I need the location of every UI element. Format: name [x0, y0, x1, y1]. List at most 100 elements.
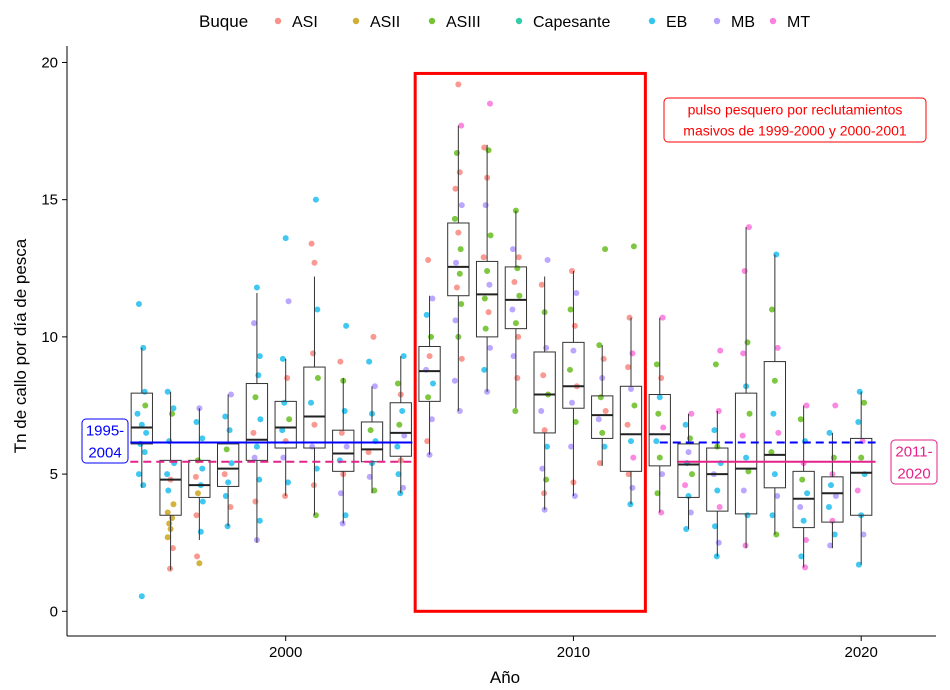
data-point-mb: [451, 377, 458, 384]
box: [159, 459, 182, 516]
data-point-asiii: [456, 270, 463, 277]
data-point-eb: [228, 460, 235, 467]
data-point-eb: [312, 196, 319, 203]
boxplot-1997: [188, 408, 211, 540]
data-point-asi: [515, 254, 522, 261]
data-point-mb: [251, 320, 258, 327]
data-point-asiii: [773, 531, 780, 538]
data-point-asi: [193, 512, 200, 519]
legend-label-eb: EB: [666, 14, 687, 31]
data-point-mt: [739, 432, 746, 439]
data-point-asiii: [631, 402, 638, 409]
boxplot-1998: [216, 394, 240, 527]
data-point-mb: [685, 449, 692, 456]
data-point-eb: [226, 427, 233, 434]
data-point-asiii: [771, 377, 778, 384]
box: [619, 385, 643, 472]
data-point-mt: [630, 454, 637, 461]
data-point-eb: [165, 487, 172, 494]
boxplot-2017: [763, 254, 787, 535]
data-point-asiii: [425, 394, 432, 401]
data-point-asi: [426, 353, 433, 360]
boxplot-2002: [332, 378, 355, 524]
data-point-mb: [543, 344, 550, 351]
data-point-eb: [314, 306, 321, 313]
data-point-asi: [284, 375, 291, 382]
boxplot-2014: [677, 413, 700, 529]
data-point-eb: [800, 517, 807, 524]
data-point-asi: [514, 375, 521, 382]
data-point-asiii: [252, 394, 259, 401]
data-point-eb: [712, 523, 719, 530]
data-point-asiii: [458, 300, 465, 307]
box: [504, 266, 528, 330]
box: [821, 476, 844, 523]
data-point-eb: [224, 523, 231, 530]
data-point-asiii: [142, 402, 149, 409]
data-point-mt: [742, 542, 749, 549]
legend-title: Buque: [199, 12, 248, 31]
data-point-asi: [455, 229, 462, 236]
data-point-mb: [538, 407, 545, 414]
data-point-asi: [252, 498, 259, 505]
boxplot-1995: [130, 347, 153, 488]
data-point-eb: [743, 454, 750, 461]
data-point-mt: [802, 564, 809, 571]
data-point-eb: [134, 410, 141, 417]
data-point-mt: [660, 424, 667, 431]
data-point-asiii: [830, 454, 837, 461]
data-point-eb: [744, 512, 751, 519]
data-point-eb: [423, 311, 430, 318]
boxplot-2008: [504, 210, 528, 409]
legend-swatch-asiii: [428, 17, 436, 25]
annotation-early-line-2: 2004: [88, 444, 121, 461]
data-point-eb: [342, 512, 349, 519]
data-point-asi: [221, 471, 228, 478]
data-point-mb: [452, 317, 459, 324]
box: [734, 392, 758, 515]
annotation-box-pulse: [663, 97, 927, 143]
data-point-mb: [371, 383, 378, 390]
plot-area: pulso pesquero por reclutamientos masivos…: [81, 71, 938, 613]
data-point-eb: [400, 353, 407, 360]
data-point-asii: [164, 534, 171, 541]
data-point-asi: [310, 482, 317, 489]
data-point-mb: [860, 531, 867, 538]
data-point-mb: [482, 202, 489, 209]
box: [677, 443, 700, 498]
data-point-eb: [481, 366, 488, 373]
box: [475, 260, 499, 338]
data-point-eb: [430, 380, 437, 387]
data-point-eb: [138, 421, 145, 428]
box: [216, 443, 240, 487]
data-point-mt: [741, 268, 748, 275]
data-point-asiii: [314, 375, 321, 382]
boxplot-2001: [303, 276, 326, 516]
data-point-asiii: [394, 380, 401, 387]
data-point-eb: [284, 479, 291, 486]
data-point-mb: [568, 399, 575, 406]
data-point-eb: [170, 405, 177, 412]
axes: 0 5 10 15 20 2000 2010 2020 Tn de callo por dí…: [11, 46, 936, 687]
box: [706, 447, 729, 512]
data-point-asi: [540, 372, 547, 379]
data-point-eb: [135, 300, 142, 307]
data-point-asi: [338, 429, 345, 436]
data-point-asiii: [599, 429, 606, 436]
data-point-asi: [568, 268, 575, 275]
data-point-asi: [456, 169, 463, 176]
data-point-eb: [543, 443, 550, 450]
y-axis-label: Tn de callo por día de pesca: [11, 238, 30, 453]
data-point-mb: [687, 509, 694, 516]
data-point-asiii: [654, 490, 661, 497]
data-point-mb: [570, 347, 577, 354]
data-point-asi: [455, 81, 462, 88]
data-point-mb: [832, 493, 839, 500]
boxplot-2003: [360, 386, 384, 494]
data-point-asiii: [799, 476, 806, 483]
data-point-asiii: [543, 476, 550, 483]
annotation-early-line-1: 1995-: [86, 422, 124, 439]
data-point-mb: [740, 487, 747, 494]
data-point-mt: [716, 504, 723, 511]
data-point-asiii: [487, 232, 494, 239]
